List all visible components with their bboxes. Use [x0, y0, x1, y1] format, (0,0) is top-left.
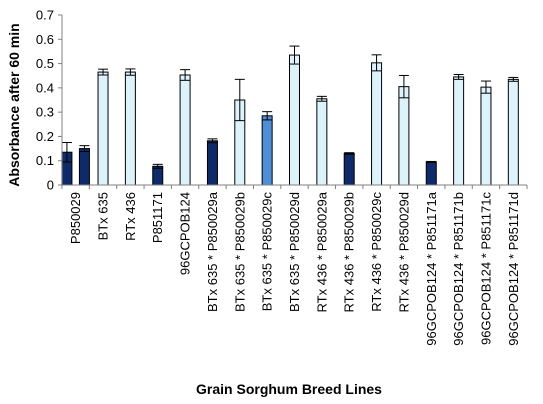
x-tick-label: BTx 635 * P850029c	[260, 192, 275, 312]
x-tick-label: RTx 436 * P850029d	[396, 192, 411, 312]
x-tick-label: 96GCPOB124 * P851171b	[451, 192, 466, 346]
bar	[480, 86, 492, 186]
y-tick-label: 0	[47, 178, 54, 193]
bar	[206, 140, 218, 186]
x-tick-label: BTx 635 * P850029b	[232, 192, 247, 312]
bar	[507, 78, 519, 186]
x-axis-tick-labels: P850029 BTx 635 RTx 436 P851171 96GCPOB124 BT…	[61, 185, 528, 346]
y-tick-label: 0.7	[36, 8, 54, 23]
bar	[316, 98, 328, 186]
y-axis-title: Absorbance after 60 min	[6, 23, 22, 186]
y-tick-label: 0.1	[36, 153, 54, 168]
bar	[97, 71, 109, 186]
x-tick-label: RTx 436	[123, 192, 138, 241]
y-tick-label: 0.3	[36, 105, 54, 120]
bar	[453, 76, 465, 186]
x-tick-label: 96GCPOB124	[178, 192, 193, 275]
x-tick-label: P850029	[68, 192, 83, 244]
x-tick-label: 96GCPOB124 * P851171a	[424, 191, 439, 345]
y-tick-label: 0.5	[36, 56, 54, 71]
bar	[289, 54, 300, 186]
bar	[152, 165, 164, 186]
bar	[343, 152, 355, 186]
x-axis-title: Grain Sorghum Breed Lines	[196, 381, 382, 397]
bar	[398, 86, 410, 186]
bar	[78, 148, 90, 186]
x-tick-label: RTx 436 * P850029b	[342, 192, 357, 312]
y-tick-label: 0.2	[36, 129, 54, 144]
bar-series	[61, 45, 519, 186]
x-tick-label: 96GCPOB124 * P851171d	[506, 192, 521, 346]
bar	[371, 62, 383, 186]
x-tick-label: 96GCPOB124 * P851171c	[478, 192, 493, 345]
y-tick-label: 0.4	[36, 80, 54, 95]
x-tick-label: BTx 635 * P850029d	[287, 192, 302, 312]
y-tick-label: 0.6	[36, 32, 54, 47]
x-tick-label: RTx 436 * P850029a	[314, 191, 329, 312]
x-tick-label: P851171	[150, 192, 165, 243]
bar	[261, 115, 273, 186]
x-tick-label: BTx 635 * P850029a	[205, 191, 220, 312]
bar	[425, 161, 437, 186]
x-tick-label: RTx 436 * P850029c	[369, 192, 384, 312]
bar	[179, 74, 191, 186]
bar	[124, 71, 136, 186]
y-axis-ticks: 0 0.1 0.2 0.3 0.4 0.5 0.6 0.7	[36, 8, 62, 193]
x-tick-label: BTx 635	[96, 192, 111, 240]
